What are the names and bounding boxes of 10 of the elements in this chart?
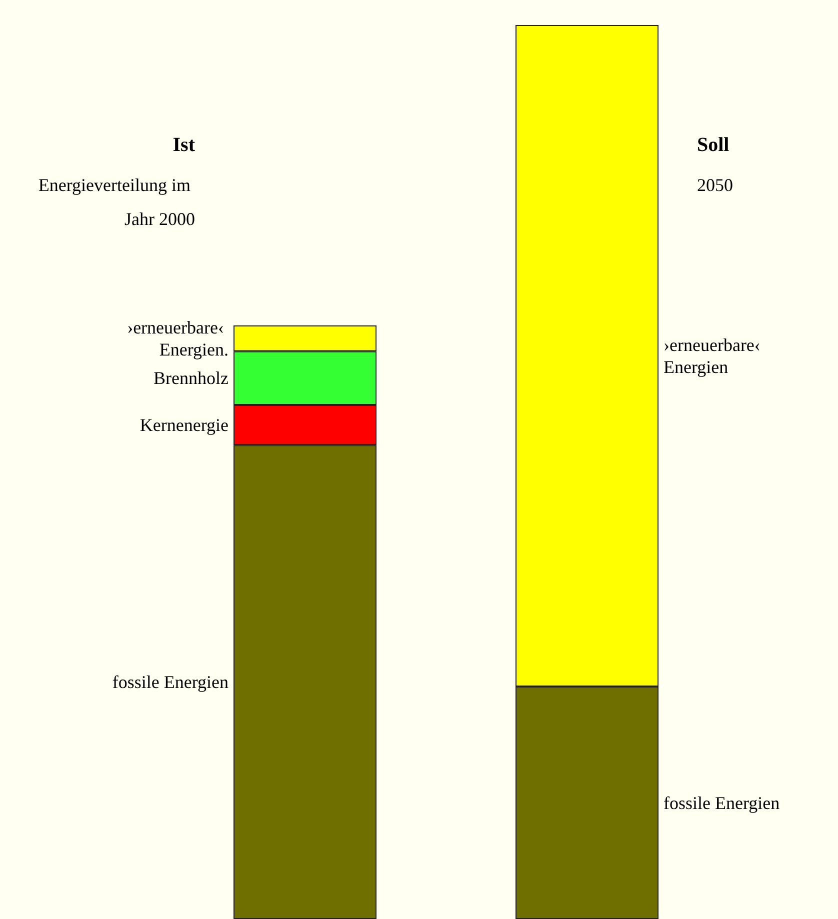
series-label: Brennholz (154, 368, 229, 388)
series-label: ›erneuerbare‹ Energien (664, 334, 765, 377)
series-label: fossile Energien (112, 672, 228, 692)
series-label: Kernenergie (140, 415, 229, 436)
text: fossile Energien (664, 792, 780, 813)
annotation: 2050 (697, 175, 733, 195)
series-label: ›erneuerbare‹ Energien. (127, 317, 228, 360)
x-tick-label: Ist (172, 134, 196, 156)
annotation: Energieverteilung im Jahr 2000 (38, 175, 195, 229)
x-tick-label: Soll (697, 134, 730, 156)
